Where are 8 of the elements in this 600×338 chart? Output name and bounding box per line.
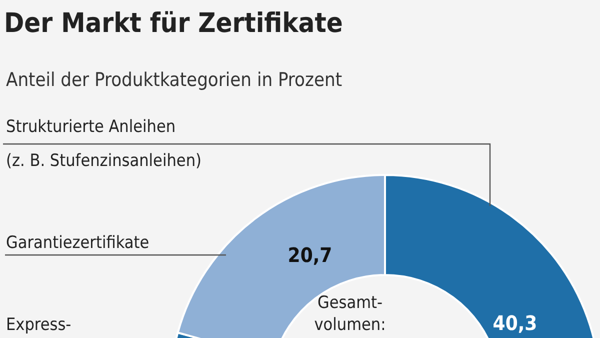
text: Gesamt- volumen: (314, 293, 386, 335)
data-label: 40,3 (492, 311, 538, 335)
slice-label: Strukturierte Anleihen (z. B. Stufenzinsanleihen) (6, 117, 202, 171)
chart-subtitle: Anteil der Produktkategorien in Prozent (6, 69, 342, 91)
slice-label: Garantiezertifikate (6, 233, 150, 253)
chart-title: Der Markt für Zertifikate (4, 8, 343, 39)
slice-label: Express- (6, 315, 72, 335)
data-label: 20,7 (288, 243, 332, 267)
